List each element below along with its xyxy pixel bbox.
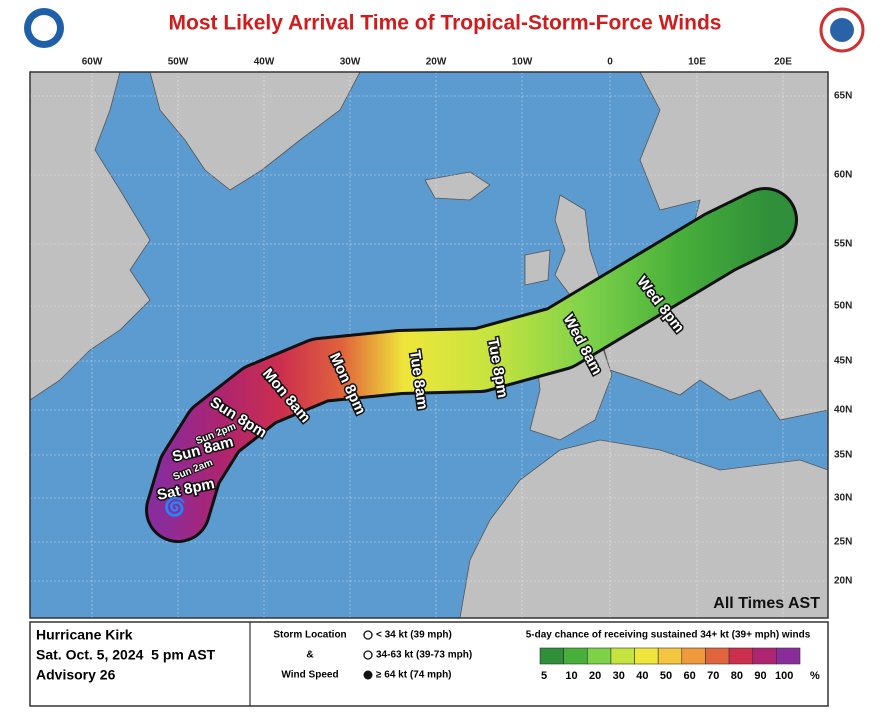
latitude-label: 30N <box>834 493 852 504</box>
symbol-weak <box>363 630 373 640</box>
storm-name: Hurricane Kirk <box>36 627 133 643</box>
noaa-logo-inner <box>31 15 57 41</box>
scale-label: 70 <box>707 670 719 682</box>
symbol-ts <box>363 650 373 660</box>
scale-label: 100 <box>775 670 793 682</box>
longitude-label: 50W <box>168 57 189 68</box>
track-probability <box>148 190 795 540</box>
scale-label: 40 <box>636 670 648 682</box>
scale-title: 5-day chance of receiving sustained 34+ … <box>526 630 811 641</box>
advisory-number: Advisory 26 <box>36 667 116 683</box>
latitude-label: 50N <box>834 301 852 312</box>
longitude-label: 60W <box>82 57 103 68</box>
latitude-label: 65N <box>834 91 852 102</box>
scale-swatch <box>563 647 588 665</box>
longitude-label: 20W <box>426 57 447 68</box>
scale-swatch <box>728 647 754 665</box>
longitude-label: 30W <box>340 57 361 68</box>
scale-label: 90 <box>754 670 766 682</box>
scale-label: 30 <box>613 670 625 682</box>
latitude-label: 55N <box>834 239 852 250</box>
latitude-label: 25N <box>834 537 852 548</box>
legend-entry: ≥ 64 kt (74 mph) <box>376 670 452 681</box>
scale-unit: % <box>810 670 820 682</box>
latitude-label: 35N <box>834 450 852 461</box>
scale-label: 20 <box>589 670 601 682</box>
legend-title: & <box>306 650 313 661</box>
scale-swatch <box>705 647 730 665</box>
latitude-label: 40N <box>834 405 852 416</box>
scale-label: 80 <box>731 670 743 682</box>
latitude-label: 20N <box>834 576 852 587</box>
map-frame <box>29 71 829 619</box>
scale-swatch <box>634 647 659 665</box>
scale-swatch <box>776 647 801 665</box>
scale-swatch <box>681 647 706 665</box>
longitude-label: 40W <box>254 57 275 68</box>
axis-labels: 60W 50W 40W 30W 20W 10W 0 10E 20E 65N 60N 55N 50N 45N… <box>82 57 853 587</box>
scale-swatch <box>539 647 564 665</box>
longitude-label: 10W <box>512 57 533 68</box>
legend-entry: < 34 kt (39 mph) <box>376 630 452 641</box>
scale-label: 10 <box>565 670 577 682</box>
probability-scale: 5 10 20 30 40 50 60 70 80 90 100 <box>539 647 801 682</box>
title: Most Likely Arrival Time of Tropical-Sto… <box>169 12 722 35</box>
longitude-label: 10E <box>688 57 706 68</box>
scale-swatch <box>610 647 635 665</box>
legend-entry: 34-63 kt (39-73 mph) <box>376 650 472 661</box>
latitude-label: 45N <box>834 356 852 367</box>
legend-title: Wind Speed <box>281 670 338 681</box>
longitude-label: 20E <box>774 57 792 68</box>
longitude-label: 0 <box>607 57 613 68</box>
storm-symbol: 🌀 <box>164 496 186 517</box>
advisory-date: Sat. Oct. 5, 2024 5 pm AST <box>36 647 216 663</box>
scale-label: 50 <box>660 670 672 682</box>
latitude-label: 60N <box>834 170 852 181</box>
nws-logo-inner <box>830 18 854 42</box>
scale-swatch <box>586 647 612 665</box>
legend-title: Storm Location <box>273 630 346 641</box>
time-zone-note: All Times AST <box>713 595 820 612</box>
scale-swatch <box>752 647 777 665</box>
symbol-hurricane <box>363 670 373 680</box>
scale-swatch <box>657 647 683 665</box>
scale-label: 5 <box>541 670 547 682</box>
scale-label: 60 <box>684 670 696 682</box>
